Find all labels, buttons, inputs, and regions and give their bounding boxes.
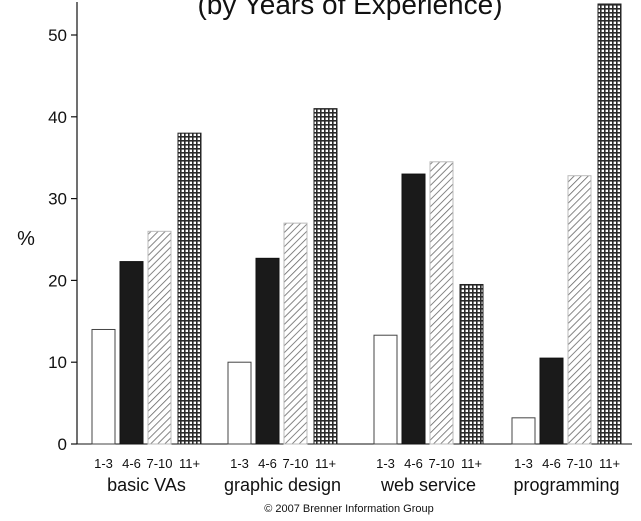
bar-programming-4-6 <box>539 357 564 445</box>
series-tick-label: 11+ <box>461 456 482 471</box>
bar-web-service-7-10 <box>429 161 454 445</box>
series-tick-label: 1-3 <box>94 456 113 471</box>
y-tick-label: 20 <box>48 271 67 290</box>
category-label: graphic design <box>224 475 341 495</box>
bar-programming-11+ <box>597 3 622 445</box>
bar-programming-7-10 <box>567 175 592 445</box>
series-tick-label: 7-10 <box>146 456 172 471</box>
bar-programming-1-3 <box>511 417 536 445</box>
bar-basic-vas-4-6 <box>119 261 144 445</box>
series-tick-label: 4-6 <box>122 456 141 471</box>
bar-basic-vas-11+ <box>177 132 202 445</box>
bar-web-service-4-6 <box>401 173 426 445</box>
series-tick-label: 1-3 <box>514 456 533 471</box>
bar-graphic-design-7-10 <box>283 222 308 445</box>
bar-graphic-design-11+ <box>313 108 338 445</box>
x-axis-labels: 1-3 4-6 7-10 11+ basic VAs 1-3 4-6 7-10 11+ graph… <box>94 456 620 495</box>
bar-graphic-design-4-6 <box>255 257 280 445</box>
series-tick-label: 11+ <box>179 456 200 471</box>
bar-basic-vas-1-3 <box>91 328 116 445</box>
y-tick-label: 50 <box>48 26 67 45</box>
y-tick-label: 40 <box>48 108 67 127</box>
y-tick-label: 30 <box>48 190 67 209</box>
series-tick-label: 4-6 <box>404 456 423 471</box>
y-tick-label: 10 <box>48 353 67 372</box>
bar-web-service-11+ <box>459 283 484 445</box>
copyright-credit: © 2007 Brenner Information Group <box>264 503 434 515</box>
series-tick-label: 7-10 <box>428 456 454 471</box>
category-label: basic VAs <box>107 475 186 495</box>
chart-title: (by Years of Experience) <box>197 0 502 20</box>
category-label: programming <box>513 475 619 495</box>
series-tick-label: 1-3 <box>376 456 395 471</box>
bars <box>91 3 622 445</box>
series-tick-label: 7-10 <box>566 456 592 471</box>
bar-basic-vas-7-10 <box>147 230 172 445</box>
series-tick-label: 4-6 <box>542 456 561 471</box>
series-tick-label: 11+ <box>315 456 336 471</box>
series-tick-label: 4-6 <box>258 456 277 471</box>
series-tick-label: 7-10 <box>282 456 308 471</box>
category-label: web service <box>380 475 476 495</box>
bar-web-service-1-3 <box>373 334 398 445</box>
y-axis-label: % <box>17 228 35 250</box>
series-tick-label: 1-3 <box>230 456 249 471</box>
series-tick-label: 11+ <box>599 456 620 471</box>
y-tick-label: 0 <box>58 435 67 454</box>
bar-graphic-design-1-3 <box>227 361 252 445</box>
